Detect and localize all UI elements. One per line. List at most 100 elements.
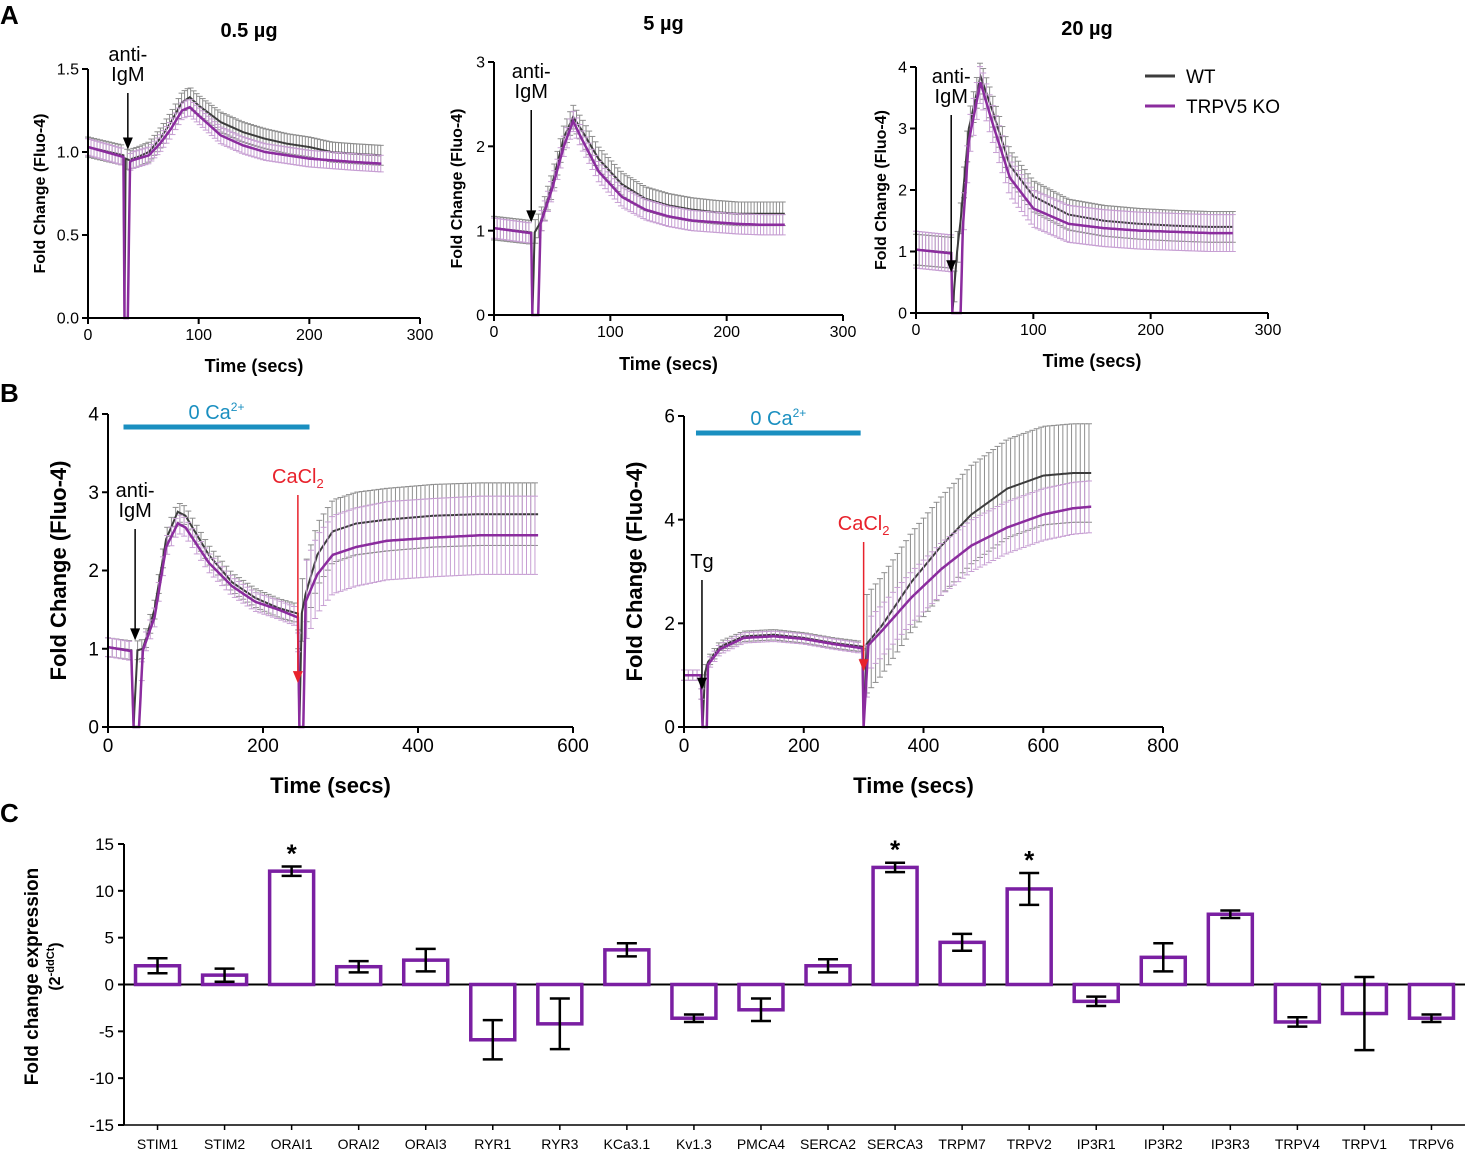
x-tick-label: 300	[1255, 322, 1282, 339]
panel-letter-a: A	[0, 0, 19, 30]
y-axis-label: Fold Change (Fluo-4)	[622, 462, 647, 682]
bar-orai1	[267, 869, 316, 987]
x-tick-label: STIM2	[204, 1136, 245, 1152]
annotation-text: CaCl2	[838, 513, 890, 538]
annotation-arrow-head	[122, 137, 133, 150]
bar-ryr1	[469, 982, 517, 1042]
bar-trpv6	[1407, 982, 1456, 1020]
x-tick-label: IP3R2	[1144, 1136, 1183, 1152]
y-axis-label: Fold Change (Fluo-4)	[873, 110, 890, 270]
chart-title: 0.5 µg	[220, 20, 277, 42]
x-tick-label: 300	[407, 327, 434, 344]
series-line-wt	[684, 472, 1092, 728]
x-tick-label: 200	[788, 736, 820, 757]
y-tick-label: 2	[88, 561, 99, 582]
annotation-1: CaCl2	[272, 466, 324, 684]
series-line-ko	[684, 505, 1092, 729]
panel-letter-c: C	[0, 798, 19, 828]
legend: WT TRPV5 KO	[1145, 67, 1280, 118]
y-tick-label: 2	[476, 139, 485, 156]
x-tick-label: RYR3	[541, 1136, 578, 1152]
x-tick-label: ORAI1	[271, 1136, 313, 1152]
bar-kv1.3	[670, 982, 718, 1020]
y-tick-label: 5	[105, 929, 114, 948]
series-ko	[105, 495, 539, 729]
x-tick-label: IP3R3	[1211, 1136, 1250, 1152]
annotation-arrow-head	[696, 677, 707, 690]
y-tick-label: 2	[898, 183, 907, 200]
series-line-wt	[916, 72, 1233, 314]
zero-ca-label: 0 Ca2+	[189, 400, 245, 424]
x-tick-label: 0	[912, 322, 921, 339]
x-tick-label: TRPV6	[1409, 1136, 1454, 1152]
y-axis-label: Fold change expression	[22, 868, 43, 1086]
x-tick-label: 0	[84, 327, 93, 344]
series-line-ko	[916, 82, 1233, 315]
series-wt	[681, 423, 1092, 728]
annotation-text: IgM	[515, 81, 548, 103]
significance-star: *	[287, 838, 298, 868]
annotation-subscript: 2	[316, 476, 323, 491]
annotation-0: Tg	[690, 551, 714, 690]
y-tick-label: 0	[664, 718, 675, 739]
annotation-subscript: 2	[882, 523, 889, 538]
y-tick-label: -10	[89, 1069, 114, 1088]
annotation-0: anti-IgM	[116, 480, 155, 641]
y-tick-label: 2	[664, 614, 675, 635]
series-ko	[913, 66, 1236, 315]
legend-ko-label: TRPV5 KO	[1186, 97, 1280, 118]
y-tick-label: 0	[105, 976, 114, 995]
series-line-wt	[108, 510, 539, 728]
y-tick-label: 4	[88, 405, 99, 426]
series-line-ko	[107, 521, 539, 729]
y-tick-label: 1	[88, 639, 99, 660]
series-ko	[681, 480, 1092, 729]
y-tick-label: -15	[89, 1116, 114, 1135]
chart-title: 5 µg	[643, 13, 683, 35]
chart-b2: 0 200 400 600 800 0 2 4 6 Time (secs) Fold Change …	[622, 406, 1179, 798]
x-tick-label: 100	[185, 327, 212, 344]
y-tick-label: -5	[99, 1022, 114, 1041]
x-tick-label: Kv1.3	[676, 1136, 712, 1152]
series-wt	[491, 104, 786, 316]
panel-letter-b: B	[0, 378, 19, 408]
annotation-arrow-head	[946, 260, 957, 273]
y-tick-label: 0.0	[57, 311, 79, 328]
x-tick-label: 300	[830, 324, 857, 341]
x-tick-label: SERCA2	[800, 1136, 856, 1152]
x-axis-label: Time (secs)	[205, 356, 304, 376]
chart-title: 20 µg	[1061, 18, 1113, 40]
annotation-1: CaCl2	[838, 513, 890, 672]
x-axis-label: Time (secs)	[1043, 351, 1142, 371]
y-tick-label: 3	[88, 483, 99, 504]
x-tick-label: 200	[713, 324, 740, 341]
x-tick-label: TRPV1	[1342, 1136, 1387, 1152]
annotation-arrow-head	[292, 671, 303, 684]
x-tick-label: SERCA3	[867, 1136, 923, 1152]
x-tick-label: 400	[908, 736, 940, 757]
series-line-ko	[493, 117, 785, 317]
chart-a1: 0 100 200 300 0.0 0.5 1.0 1.5 Time (secs) Fold Ch…	[32, 20, 433, 376]
x-tick-label: 0	[679, 736, 690, 757]
x-tick-label: ORAI2	[338, 1136, 380, 1152]
series-line-wt	[87, 95, 382, 319]
y-tick-label: 1.0	[57, 145, 79, 162]
legend-wt-label: WT	[1186, 67, 1216, 88]
x-axis-label: Time (secs)	[853, 773, 974, 798]
y-axis-label: Fold Change (Fluo-4)	[46, 461, 71, 681]
zero-ca-label-sup: 2+	[231, 400, 245, 414]
chart-b1: 0 200 400 600 0 1 2 3 4 Time (secs) Fold Change (F…	[46, 400, 589, 798]
y-tick-label: 3	[476, 55, 485, 72]
series-ko	[491, 110, 786, 317]
x-tick-label: PMCA4	[737, 1136, 785, 1152]
x-tick-label: 0	[490, 324, 499, 341]
chart-a3: 0 100 200 300 0 1 2 3 4 Time (secs) Fold Change (F…	[873, 18, 1281, 371]
series-line-ko	[87, 105, 382, 320]
y-tick-label: 1.5	[57, 62, 79, 79]
chart-c: -15 -10 -5 0 5 10 15 STIM1 STIM2 ORAI1 * ORAI2 ORAI3…	[22, 835, 1465, 1152]
annotation-text: CaCl2	[272, 466, 324, 491]
x-tick-label: 400	[402, 736, 434, 757]
annotation-text: anti-	[116, 480, 155, 502]
y-tick-label: 6	[664, 407, 675, 428]
x-tick-label: STIM1	[137, 1136, 178, 1152]
